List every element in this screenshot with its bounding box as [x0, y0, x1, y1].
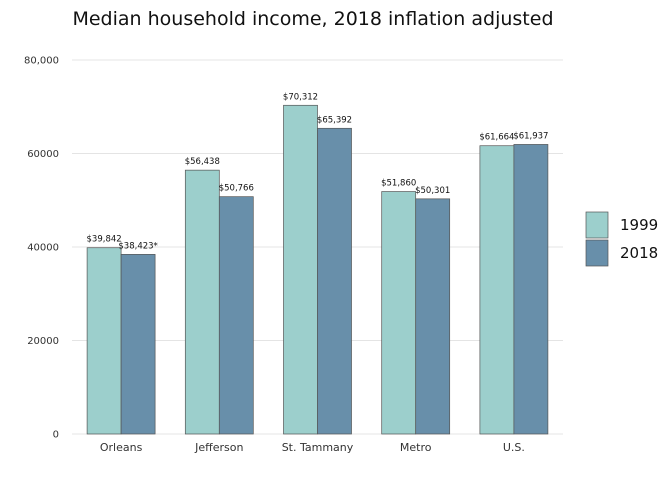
legend: 1999 2018 [585, 211, 658, 267]
bar-2018-metro [415, 198, 451, 435]
y-tick-label: 0 [53, 430, 59, 441]
bar-2018-jefferson [218, 196, 254, 435]
y-tick-label: 20000 [27, 336, 59, 347]
legend-swatch-2018 [585, 239, 609, 267]
data-label: $70,312 [283, 92, 318, 102]
y-tick-label: 60000 [27, 149, 59, 160]
legend-label-2018: 2018 [620, 244, 658, 262]
data-label: $61,937 [513, 131, 548, 141]
bars [86, 104, 549, 435]
bar-2018-orleans [120, 254, 156, 435]
data-label: $51,860 [381, 179, 416, 189]
data-label: $50,301 [415, 186, 450, 196]
x-tick-label: U.S. [503, 441, 525, 454]
bar-1999-st-tammany [283, 104, 318, 435]
data-label: $38,423* [118, 241, 157, 251]
x-tick-label: St. Tammany [282, 441, 354, 454]
bar-2018-u-s- [513, 144, 549, 435]
x-tick-label: Orleans [100, 441, 143, 454]
x-tick-label: Jefferson [194, 441, 243, 454]
legend-label-1999: 1999 [620, 216, 658, 234]
chart-title: Median household income, 2018 inflation … [72, 8, 553, 30]
data-labels: $39,842$38,423* $56,438 $50,766 $70,312 $65,… [87, 92, 549, 251]
bar-1999-orleans [86, 247, 122, 435]
data-label: $39,842 [87, 235, 122, 245]
y-axis-ticks: 0 20000 40000 60000 80,000 [24, 56, 59, 441]
data-label: $50,766 [219, 184, 254, 194]
legend-swatch-1999 [585, 211, 609, 239]
bar-1999-metro [381, 191, 417, 435]
data-label: $65,392 [317, 115, 352, 125]
bar-1999-jefferson [184, 169, 220, 435]
y-tick-label: 80,000 [24, 56, 59, 67]
data-label: $61,664 [479, 133, 514, 143]
bar-1999-u-s- [479, 145, 515, 435]
x-axis-ticks: Orleans Jefferson St. Tammany Metro U.S. [100, 441, 525, 454]
y-tick-label: 40000 [27, 243, 59, 254]
data-label: $56,438 [185, 157, 220, 167]
bar-2018-st-tammany [317, 127, 352, 435]
x-tick-label: Metro [400, 441, 432, 454]
